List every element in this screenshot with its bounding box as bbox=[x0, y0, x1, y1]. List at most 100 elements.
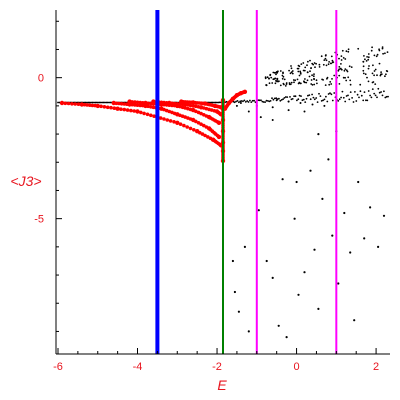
band-point bbox=[380, 91, 382, 93]
cloud-point bbox=[274, 77, 277, 80]
cloud-point bbox=[375, 55, 378, 58]
cloud-point bbox=[304, 78, 306, 80]
band-point bbox=[331, 99, 334, 102]
cloud-point bbox=[290, 65, 292, 67]
cloud-point bbox=[362, 60, 365, 63]
cloud-point bbox=[292, 79, 295, 81]
band-point bbox=[355, 100, 358, 102]
sparse-point bbox=[277, 324, 280, 327]
cloud-point bbox=[307, 60, 309, 63]
cloud-point bbox=[367, 67, 370, 70]
cloud-point bbox=[384, 52, 386, 55]
band-point bbox=[251, 99, 254, 102]
band-point bbox=[271, 97, 273, 100]
red-point bbox=[162, 107, 166, 112]
band-point bbox=[253, 99, 256, 102]
red-point bbox=[175, 102, 180, 106]
band-point bbox=[258, 99, 261, 102]
sparse-point bbox=[369, 206, 372, 209]
cloud-point bbox=[340, 68, 343, 71]
band-point bbox=[366, 99, 369, 102]
cloud-point bbox=[315, 79, 318, 82]
band-point bbox=[235, 100, 238, 103]
ray-point bbox=[323, 104, 326, 107]
band-point bbox=[238, 101, 240, 104]
cloud-point bbox=[306, 64, 308, 67]
red-point bbox=[114, 101, 119, 106]
cloud-point bbox=[341, 49, 344, 52]
red-point bbox=[194, 104, 198, 109]
red-point bbox=[165, 118, 170, 122]
cloud-point bbox=[316, 82, 318, 85]
cloud-point bbox=[277, 70, 279, 73]
cloud-point bbox=[339, 67, 342, 70]
band-point bbox=[240, 100, 243, 102]
band-point bbox=[278, 97, 280, 100]
red-point bbox=[138, 103, 142, 108]
cloud-point bbox=[300, 63, 303, 65]
band-point bbox=[297, 98, 300, 101]
band-point bbox=[300, 95, 302, 97]
y-axis-title: <J3> bbox=[10, 173, 41, 189]
cloud-point bbox=[277, 80, 280, 83]
band-point bbox=[387, 95, 389, 98]
red-point bbox=[188, 126, 193, 131]
band-point bbox=[308, 94, 311, 96]
red-point bbox=[182, 123, 186, 128]
band-point bbox=[352, 101, 355, 103]
cloud-point bbox=[371, 81, 374, 84]
cloud-point bbox=[311, 62, 314, 65]
band-point bbox=[280, 99, 283, 101]
cloud-point bbox=[306, 79, 309, 82]
cloud-point bbox=[333, 74, 336, 77]
sparse-point bbox=[247, 330, 250, 333]
cloud-point bbox=[342, 76, 345, 79]
band-point bbox=[347, 94, 349, 97]
ray-point bbox=[287, 109, 290, 112]
cloud-point bbox=[338, 66, 341, 68]
red-point bbox=[122, 102, 127, 106]
cloud-point bbox=[380, 73, 383, 75]
cloud-point bbox=[344, 76, 346, 79]
red-point bbox=[152, 114, 156, 118]
cloud-point bbox=[310, 79, 313, 81]
sparse-point bbox=[382, 214, 386, 217]
cloud-point bbox=[290, 67, 293, 70]
cloud-point bbox=[367, 58, 370, 61]
red-point bbox=[135, 103, 140, 107]
cloud-point bbox=[306, 71, 309, 74]
cloud-point bbox=[302, 69, 305, 72]
cloud-point bbox=[312, 75, 315, 78]
band-point bbox=[296, 99, 298, 102]
band-point bbox=[101, 101, 104, 104]
cloud-point bbox=[270, 76, 273, 79]
sparse-point bbox=[317, 307, 320, 310]
cloud-point bbox=[366, 76, 368, 79]
band-point bbox=[236, 100, 239, 102]
red-point bbox=[162, 100, 166, 105]
band-point bbox=[87, 101, 90, 104]
band-point bbox=[102, 101, 105, 104]
red-point bbox=[133, 100, 137, 104]
cloud-point bbox=[305, 81, 308, 84]
band-point bbox=[363, 91, 366, 93]
band-point bbox=[244, 101, 247, 103]
band-point bbox=[104, 101, 106, 104]
band-point bbox=[99, 101, 102, 104]
cloud-point bbox=[380, 71, 382, 73]
band-point bbox=[275, 97, 278, 100]
cloud-point bbox=[363, 55, 365, 57]
cloud-point bbox=[386, 70, 389, 73]
cloud-point bbox=[344, 58, 347, 60]
cloud-point bbox=[266, 76, 269, 79]
band-point bbox=[340, 96, 342, 99]
cloud-point bbox=[325, 64, 328, 67]
band-point bbox=[316, 101, 319, 103]
band-point bbox=[262, 101, 265, 103]
red-point bbox=[63, 101, 68, 106]
band-point bbox=[210, 101, 213, 104]
band-point bbox=[370, 96, 373, 99]
cloud-point bbox=[367, 80, 370, 83]
sparse-point bbox=[265, 259, 268, 263]
cloud-point bbox=[345, 50, 348, 53]
